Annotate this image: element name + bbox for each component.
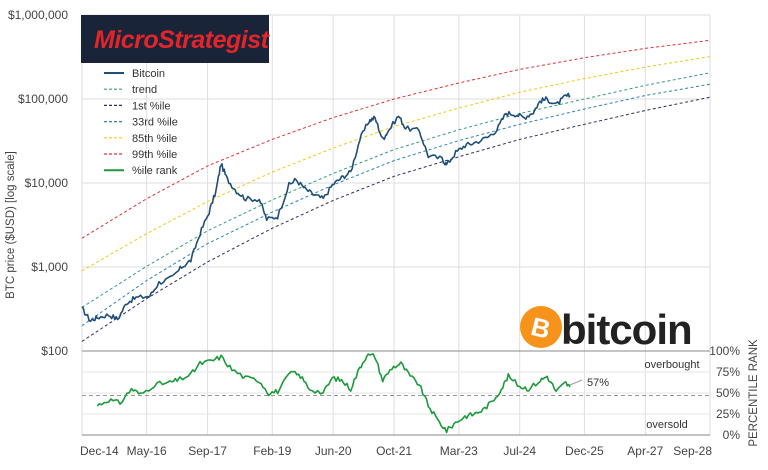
price-y-tick: $1,000,000	[8, 8, 68, 22]
price-y-axis-title: BTC price ($USD) [log scale]	[5, 151, 17, 299]
bitcoin-coin-icon	[520, 306, 562, 348]
x-tick: May-16	[127, 444, 167, 458]
current-rank-pointer	[569, 379, 583, 386]
legend-label: trend	[132, 84, 157, 96]
legend-item: trend	[104, 84, 157, 96]
x-tick: Mar-23	[440, 444, 478, 458]
x-tick: Jun-20	[315, 444, 352, 458]
percentile-y-axis-title: PERCENTILE RANK	[748, 339, 760, 447]
legend-label: 85th %ile	[132, 133, 177, 145]
oversold-label: oversold	[646, 419, 688, 431]
percentile-y-tick: 25%	[716, 407, 740, 421]
bitcoin-logo: B bitcoin	[520, 306, 693, 353]
legend-item: Bitcoin	[104, 68, 165, 80]
band-33rd-ile	[81, 83, 711, 327]
band-trend	[81, 72, 711, 308]
x-tick: Dec-14	[80, 444, 119, 458]
microstrategist-logo: MicroStrategist	[81, 15, 271, 63]
x-tick: Dec-25	[565, 444, 604, 458]
legend-label: %ile rank	[132, 165, 178, 177]
price-y-tick-labels: $100 $1,000 $10,000 $100,000 $1,000,000	[8, 8, 68, 358]
percentile-y-tick: 0%	[723, 428, 741, 442]
x-tick: Jul-24	[503, 444, 536, 458]
legend-label: Bitcoin	[132, 68, 165, 80]
bitcoin-price-line	[81, 92, 571, 323]
svg-text:MicroStrategist: MicroStrategist	[94, 26, 271, 54]
bitcoin-series-path	[81, 92, 571, 323]
band-99th-ile	[81, 39, 711, 239]
price-y-tick: $100	[41, 344, 68, 358]
x-tick: Apr-27	[627, 444, 663, 458]
legend: Bitcoin trend 1st %ile 33rd %ile 85th %ile 99…	[104, 68, 178, 177]
percentile-y-tick: 100%	[709, 344, 740, 358]
percentile-gridlines	[82, 350, 710, 436]
x-tick: Sep-17	[188, 444, 227, 458]
x-tick: Feb-19	[253, 444, 291, 458]
legend-item: 85th %ile	[104, 133, 177, 145]
x-tick-labels: Dec-14 May-16 Sep-17 Feb-19 Jun-20 Oct-21 Mar-…	[80, 444, 712, 458]
x-tick: Sep-28	[673, 444, 712, 458]
legend-item: 33rd %ile	[104, 117, 178, 129]
current-rank-label: 57%	[587, 377, 609, 389]
svg-text:bitcoin: bitcoin	[561, 306, 692, 353]
legend-label: 1st %ile	[132, 100, 171, 112]
legend-item: 1st %ile	[104, 100, 171, 112]
price-y-tick: $1,000	[31, 260, 68, 274]
band-85th-ile	[81, 56, 711, 272]
price-y-tick: $10,000	[25, 176, 69, 190]
percentile-y-tick: 50%	[716, 386, 740, 400]
percentile-rank-line	[96, 353, 571, 434]
percentile-y-tick-labels: 0% 25% 50% 75% 100%	[709, 344, 740, 442]
percentile-bands	[81, 39, 711, 342]
band-1st-ile	[81, 96, 711, 342]
overbought-label: overbought	[644, 359, 699, 371]
percentile-y-tick: 75%	[716, 365, 740, 379]
price-y-tick: $100,000	[18, 92, 68, 106]
x-tick: Oct-21	[376, 444, 412, 458]
legend-label: 99th %ile	[132, 149, 177, 161]
legend-item: %ile rank	[104, 165, 178, 177]
legend-item: 99th %ile	[104, 149, 177, 161]
legend-label: 33rd %ile	[132, 117, 178, 129]
percentile-rank-path	[96, 353, 571, 434]
